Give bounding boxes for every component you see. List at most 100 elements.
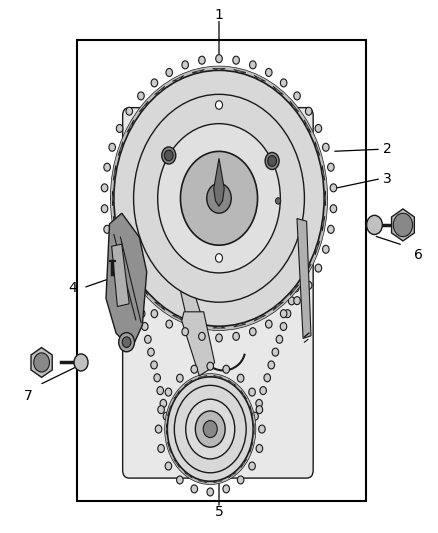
Circle shape <box>321 195 328 203</box>
Circle shape <box>151 79 158 87</box>
Circle shape <box>158 124 280 273</box>
Circle shape <box>129 271 136 279</box>
Circle shape <box>256 399 262 407</box>
Circle shape <box>164 150 173 161</box>
Circle shape <box>203 421 217 438</box>
Circle shape <box>250 61 256 69</box>
Polygon shape <box>253 423 254 435</box>
Text: 3: 3 <box>383 172 392 185</box>
Bar <box>77 40 366 501</box>
Text: 6: 6 <box>414 248 423 262</box>
Circle shape <box>207 488 213 496</box>
Circle shape <box>138 310 145 318</box>
Polygon shape <box>173 316 184 321</box>
Polygon shape <box>155 302 165 311</box>
Circle shape <box>126 107 133 115</box>
Circle shape <box>177 476 183 484</box>
Circle shape <box>233 333 240 341</box>
Circle shape <box>215 101 223 109</box>
Circle shape <box>223 365 230 373</box>
Text: 1: 1 <box>215 8 223 22</box>
Circle shape <box>276 335 283 343</box>
Circle shape <box>117 124 123 132</box>
Circle shape <box>117 264 123 272</box>
Circle shape <box>191 485 198 493</box>
Polygon shape <box>113 165 116 181</box>
Circle shape <box>260 386 266 394</box>
Circle shape <box>328 163 334 171</box>
Circle shape <box>166 320 173 328</box>
Circle shape <box>215 334 222 342</box>
Circle shape <box>280 322 287 330</box>
Circle shape <box>294 297 300 305</box>
Circle shape <box>117 220 124 228</box>
Polygon shape <box>322 216 325 231</box>
Circle shape <box>280 79 287 87</box>
Circle shape <box>272 348 279 356</box>
Polygon shape <box>139 101 148 112</box>
Circle shape <box>223 485 230 493</box>
Polygon shape <box>297 219 311 338</box>
Circle shape <box>280 310 287 318</box>
Circle shape <box>154 374 160 382</box>
Circle shape <box>293 284 299 292</box>
Circle shape <box>155 425 162 433</box>
Circle shape <box>207 183 231 213</box>
Circle shape <box>248 425 254 433</box>
Circle shape <box>158 445 164 453</box>
Polygon shape <box>106 213 147 349</box>
Circle shape <box>167 377 253 481</box>
Polygon shape <box>113 216 116 231</box>
Circle shape <box>252 412 258 420</box>
Circle shape <box>126 281 133 289</box>
Polygon shape <box>192 69 205 73</box>
Circle shape <box>138 297 144 305</box>
Circle shape <box>288 297 295 305</box>
Polygon shape <box>233 324 246 327</box>
Circle shape <box>313 220 319 228</box>
Polygon shape <box>241 459 247 468</box>
Polygon shape <box>304 264 311 277</box>
Circle shape <box>160 399 166 407</box>
Circle shape <box>315 264 321 272</box>
Circle shape <box>104 225 110 233</box>
Polygon shape <box>184 380 192 385</box>
Polygon shape <box>254 75 265 81</box>
Polygon shape <box>322 165 325 181</box>
Circle shape <box>258 425 265 433</box>
Circle shape <box>109 245 116 253</box>
Circle shape <box>305 107 312 115</box>
Polygon shape <box>213 481 223 483</box>
Polygon shape <box>198 481 207 483</box>
Polygon shape <box>173 75 184 81</box>
Circle shape <box>256 406 263 414</box>
Circle shape <box>294 92 300 100</box>
Circle shape <box>163 412 170 420</box>
Circle shape <box>109 143 116 151</box>
Circle shape <box>162 147 176 164</box>
Circle shape <box>110 66 328 330</box>
Text: 7: 7 <box>24 389 33 403</box>
Polygon shape <box>182 312 215 376</box>
FancyBboxPatch shape <box>123 108 313 478</box>
Circle shape <box>393 213 413 237</box>
Circle shape <box>135 297 142 305</box>
Polygon shape <box>173 390 180 399</box>
Polygon shape <box>228 473 236 478</box>
Polygon shape <box>304 120 311 133</box>
Polygon shape <box>250 406 253 416</box>
Circle shape <box>256 445 263 453</box>
Circle shape <box>330 205 337 213</box>
Circle shape <box>180 151 258 245</box>
Circle shape <box>34 353 49 372</box>
Circle shape <box>182 328 188 336</box>
Polygon shape <box>167 442 170 453</box>
Text: 2: 2 <box>383 142 392 156</box>
Circle shape <box>265 68 272 76</box>
Polygon shape <box>155 86 165 94</box>
Circle shape <box>101 184 108 192</box>
Circle shape <box>195 411 225 447</box>
Polygon shape <box>112 244 129 306</box>
Polygon shape <box>118 142 123 156</box>
Circle shape <box>110 195 117 203</box>
